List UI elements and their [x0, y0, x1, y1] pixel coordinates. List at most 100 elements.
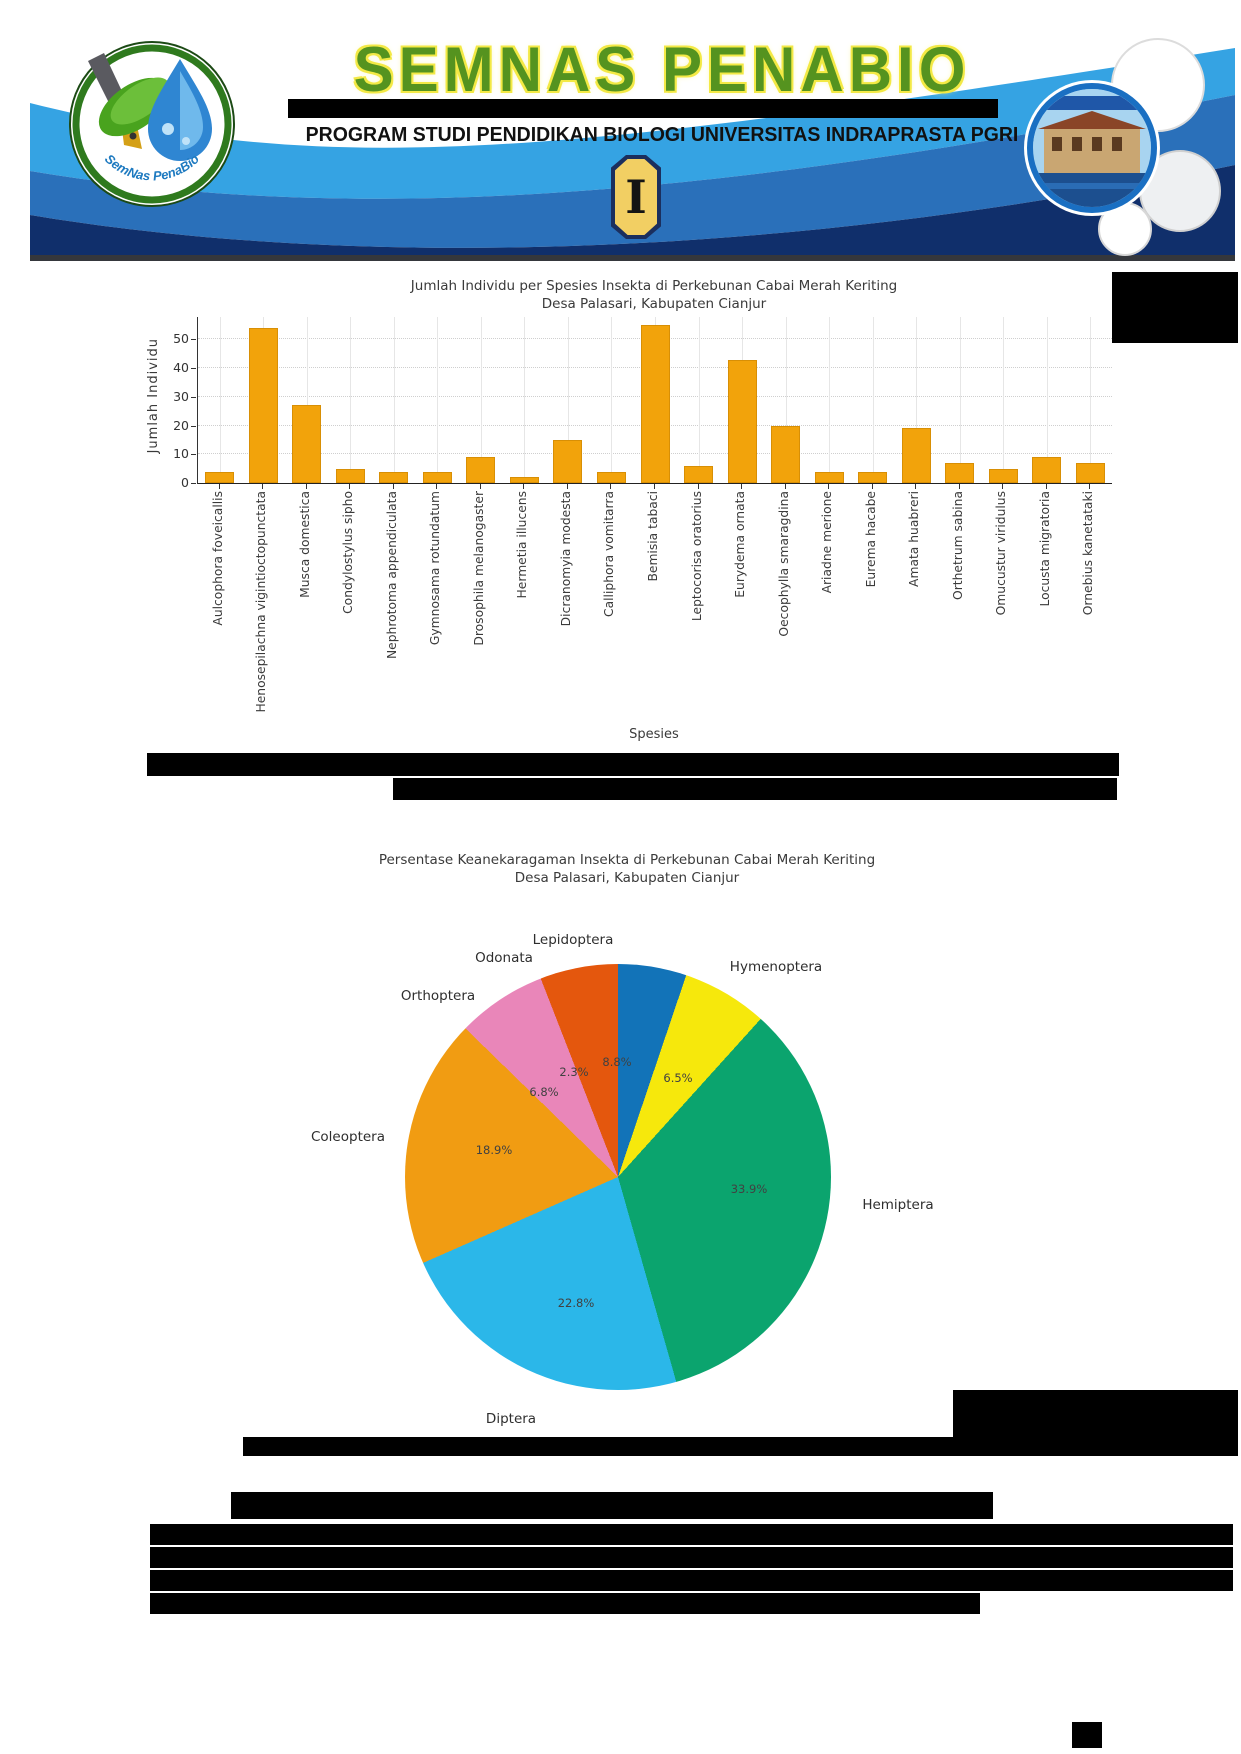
pie-chart-title-line1: Persentase Keanekaragaman Insekta di Per… [378, 852, 876, 868]
redacted-header-line [288, 99, 998, 118]
y-tick-label: 50 [173, 331, 189, 347]
species-label: Locusta migratoria [1037, 491, 1052, 607]
event-subtitle: PROGRAM STUDI PENDIDIKAN BIOLOGI UNIVERS… [305, 123, 1019, 146]
x-gridline [1003, 317, 1005, 483]
species-label: Omucustur viridulus [994, 491, 1009, 616]
y-tick-label: 20 [173, 417, 189, 433]
x-gridline [1046, 317, 1048, 483]
pie-chart [405, 964, 831, 1390]
species-label: Ornebius kanetataki [1081, 491, 1096, 616]
species-label: Henosepilachna vigintioctopunctata [254, 491, 269, 713]
x-gridline [480, 317, 482, 483]
x-gridline [698, 317, 700, 483]
y-tick-mark [191, 396, 196, 398]
bar-gymnosama-rotundatum [422, 471, 452, 483]
bar-ornebius-kanetataki [1075, 462, 1105, 483]
redacted-caption-block-right [953, 1390, 1238, 1437]
pie-percent-label-hemiptera: 33.9% [730, 1182, 768, 1196]
x-tick-mark [1045, 484, 1047, 489]
x-tick-mark [218, 484, 220, 489]
x-gridline [1090, 317, 1092, 483]
redacted-page-number [1072, 1722, 1102, 1748]
pie-percent-label-odonata: 2.3% [559, 1065, 589, 1079]
species-label: Hermetia illucens [515, 491, 530, 599]
x-tick-mark [262, 484, 264, 489]
x-gridline [437, 317, 439, 483]
species-label: Leptocorisa oratorius [689, 491, 704, 622]
pie-percent-label-orthoptera: 6.8% [529, 1085, 559, 1099]
x-tick-mark [828, 484, 830, 489]
y-tick-mark [191, 483, 196, 484]
x-gridline [872, 317, 874, 483]
bar-aulcophora-foveicallis [205, 471, 235, 483]
species-label: Dicranomyia modesta [558, 491, 573, 627]
redacted-caption-line-3 [243, 1437, 1238, 1456]
y-tick-label: 10 [173, 446, 189, 462]
x-gridline [611, 317, 613, 483]
species-label: Calliphora vomitarra [602, 491, 617, 617]
y-tick-label: 0 [181, 475, 189, 490]
x-tick-mark [958, 484, 960, 489]
x-tick-mark [566, 484, 568, 489]
redacted-caption-line-2 [393, 778, 1117, 800]
x-gridline [785, 317, 787, 483]
species-label: Gymnosama rotundatum [428, 491, 443, 646]
bar-eurydema-ornata [727, 359, 757, 483]
pie-chart-title: Persentase Keanekaragaman Insekta di Per… [277, 852, 977, 888]
edition-badge-numeral: I [615, 159, 657, 235]
bar-nephrotoma-appendiculata [379, 471, 409, 483]
bar-chart-title: Jumlah Individu per Spesies Insekta di P… [304, 278, 1004, 314]
x-tick-mark [871, 484, 873, 489]
pie-slice-label-hymenoptera: Hymenoptera [729, 959, 823, 975]
x-tick-mark [610, 484, 612, 489]
campus-photo-logo [1024, 38, 1221, 256]
redacted-block-chart-right [1112, 272, 1238, 343]
bar-chart-y-axis-label: Jumlah Individu [146, 338, 161, 454]
pie-slice-label-orthoptera: Orthoptera [400, 988, 476, 1004]
bar-leptocorisa-oratorius [684, 465, 714, 483]
banner-waves-graphic: SemNas PenaBio [30, 33, 1235, 261]
bar-chart-x-axis-label: Spesies [629, 727, 679, 742]
redacted-section-heading [231, 1492, 993, 1519]
pie-slice-label-diptera: Diptera [485, 1411, 537, 1427]
x-gridline [916, 317, 918, 483]
bar-oecophylla-smaragdina [771, 425, 801, 483]
bar-hermetia-illucens [509, 477, 539, 483]
species-label: Musca domestica [297, 491, 312, 598]
x-tick-mark [305, 484, 307, 489]
bar-calliphora-vomitarra [596, 471, 626, 483]
species-label: Bemisia tabaci [646, 491, 660, 582]
species-label: Aulcophora foveicallis [210, 491, 225, 626]
x-gridline [306, 317, 308, 483]
bar-drosophila-melanogaster [466, 457, 496, 483]
x-tick-mark [349, 484, 351, 489]
pie-slice-label-hemiptera: Hemiptera [862, 1197, 934, 1213]
pie-slice-label-coleoptera: Coleoptera [311, 1129, 385, 1145]
bar-condylostylus-sipho [335, 468, 365, 483]
x-gridline [350, 317, 352, 483]
x-tick-mark [697, 484, 699, 489]
bar-chart-plot-area [197, 317, 1112, 484]
redacted-paragraph-line-4 [150, 1593, 980, 1614]
redacted-paragraph-line-1 [150, 1524, 1233, 1545]
species-label: Nephrotoma appendiculata [384, 491, 399, 660]
species-label: Amata huabreri [907, 491, 922, 587]
x-gridline [567, 317, 569, 483]
pie-percent-label-diptera: 22.8% [557, 1296, 595, 1310]
event-title: SEMNAS PENABIO [353, 34, 971, 105]
species-label: Orthetrum sabina [950, 491, 965, 600]
x-gridline [524, 317, 526, 483]
x-tick-mark [436, 484, 438, 489]
bar-orthetrum-sabina [945, 462, 975, 483]
species-label: Eurema hacabe [863, 491, 878, 588]
header-banner: SemNas PenaBio SEMNAS PENABIO PROGRAM ST… [30, 33, 1235, 261]
species-label: Ariadne merione [820, 491, 835, 594]
pie-percent-label-hymenoptera: 6.5% [663, 1071, 693, 1085]
bar-henosepilachna-vigintioctopunctata [248, 327, 278, 483]
y-tick-label: 30 [173, 388, 189, 404]
y-tick-mark [191, 339, 196, 341]
y-tick-mark [191, 425, 196, 427]
x-tick-mark [392, 484, 394, 489]
x-tick-mark [523, 484, 525, 489]
